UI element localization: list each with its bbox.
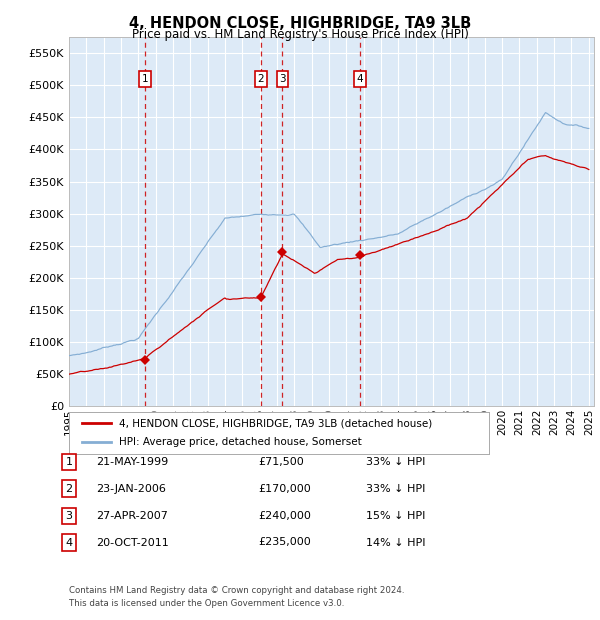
Text: 2: 2 — [65, 484, 73, 494]
Text: £71,500: £71,500 — [258, 457, 304, 467]
Text: 21-MAY-1999: 21-MAY-1999 — [96, 457, 168, 467]
Text: This data is licensed under the Open Government Licence v3.0.: This data is licensed under the Open Gov… — [69, 598, 344, 608]
Text: 15% ↓ HPI: 15% ↓ HPI — [366, 511, 425, 521]
Text: 1: 1 — [142, 74, 148, 84]
Text: 4: 4 — [65, 538, 73, 547]
Text: 4, HENDON CLOSE, HIGHBRIDGE, TA9 3LB: 4, HENDON CLOSE, HIGHBRIDGE, TA9 3LB — [129, 16, 471, 31]
Text: 2: 2 — [257, 74, 264, 84]
Text: 33% ↓ HPI: 33% ↓ HPI — [366, 484, 425, 494]
Text: HPI: Average price, detached house, Somerset: HPI: Average price, detached house, Some… — [119, 438, 362, 448]
Text: £240,000: £240,000 — [258, 511, 311, 521]
Text: Price paid vs. HM Land Registry's House Price Index (HPI): Price paid vs. HM Land Registry's House … — [131, 28, 469, 41]
Text: 4: 4 — [357, 74, 364, 84]
Text: 3: 3 — [65, 511, 73, 521]
Text: 4, HENDON CLOSE, HIGHBRIDGE, TA9 3LB (detached house): 4, HENDON CLOSE, HIGHBRIDGE, TA9 3LB (de… — [119, 418, 433, 428]
Text: 23-JAN-2006: 23-JAN-2006 — [96, 484, 166, 494]
Text: 20-OCT-2011: 20-OCT-2011 — [96, 538, 169, 547]
Text: Contains HM Land Registry data © Crown copyright and database right 2024.: Contains HM Land Registry data © Crown c… — [69, 586, 404, 595]
Text: 14% ↓ HPI: 14% ↓ HPI — [366, 538, 425, 547]
Text: 33% ↓ HPI: 33% ↓ HPI — [366, 457, 425, 467]
Text: 1: 1 — [65, 457, 73, 467]
Text: £235,000: £235,000 — [258, 538, 311, 547]
Text: £170,000: £170,000 — [258, 484, 311, 494]
Text: 3: 3 — [279, 74, 286, 84]
Text: 27-APR-2007: 27-APR-2007 — [96, 511, 168, 521]
